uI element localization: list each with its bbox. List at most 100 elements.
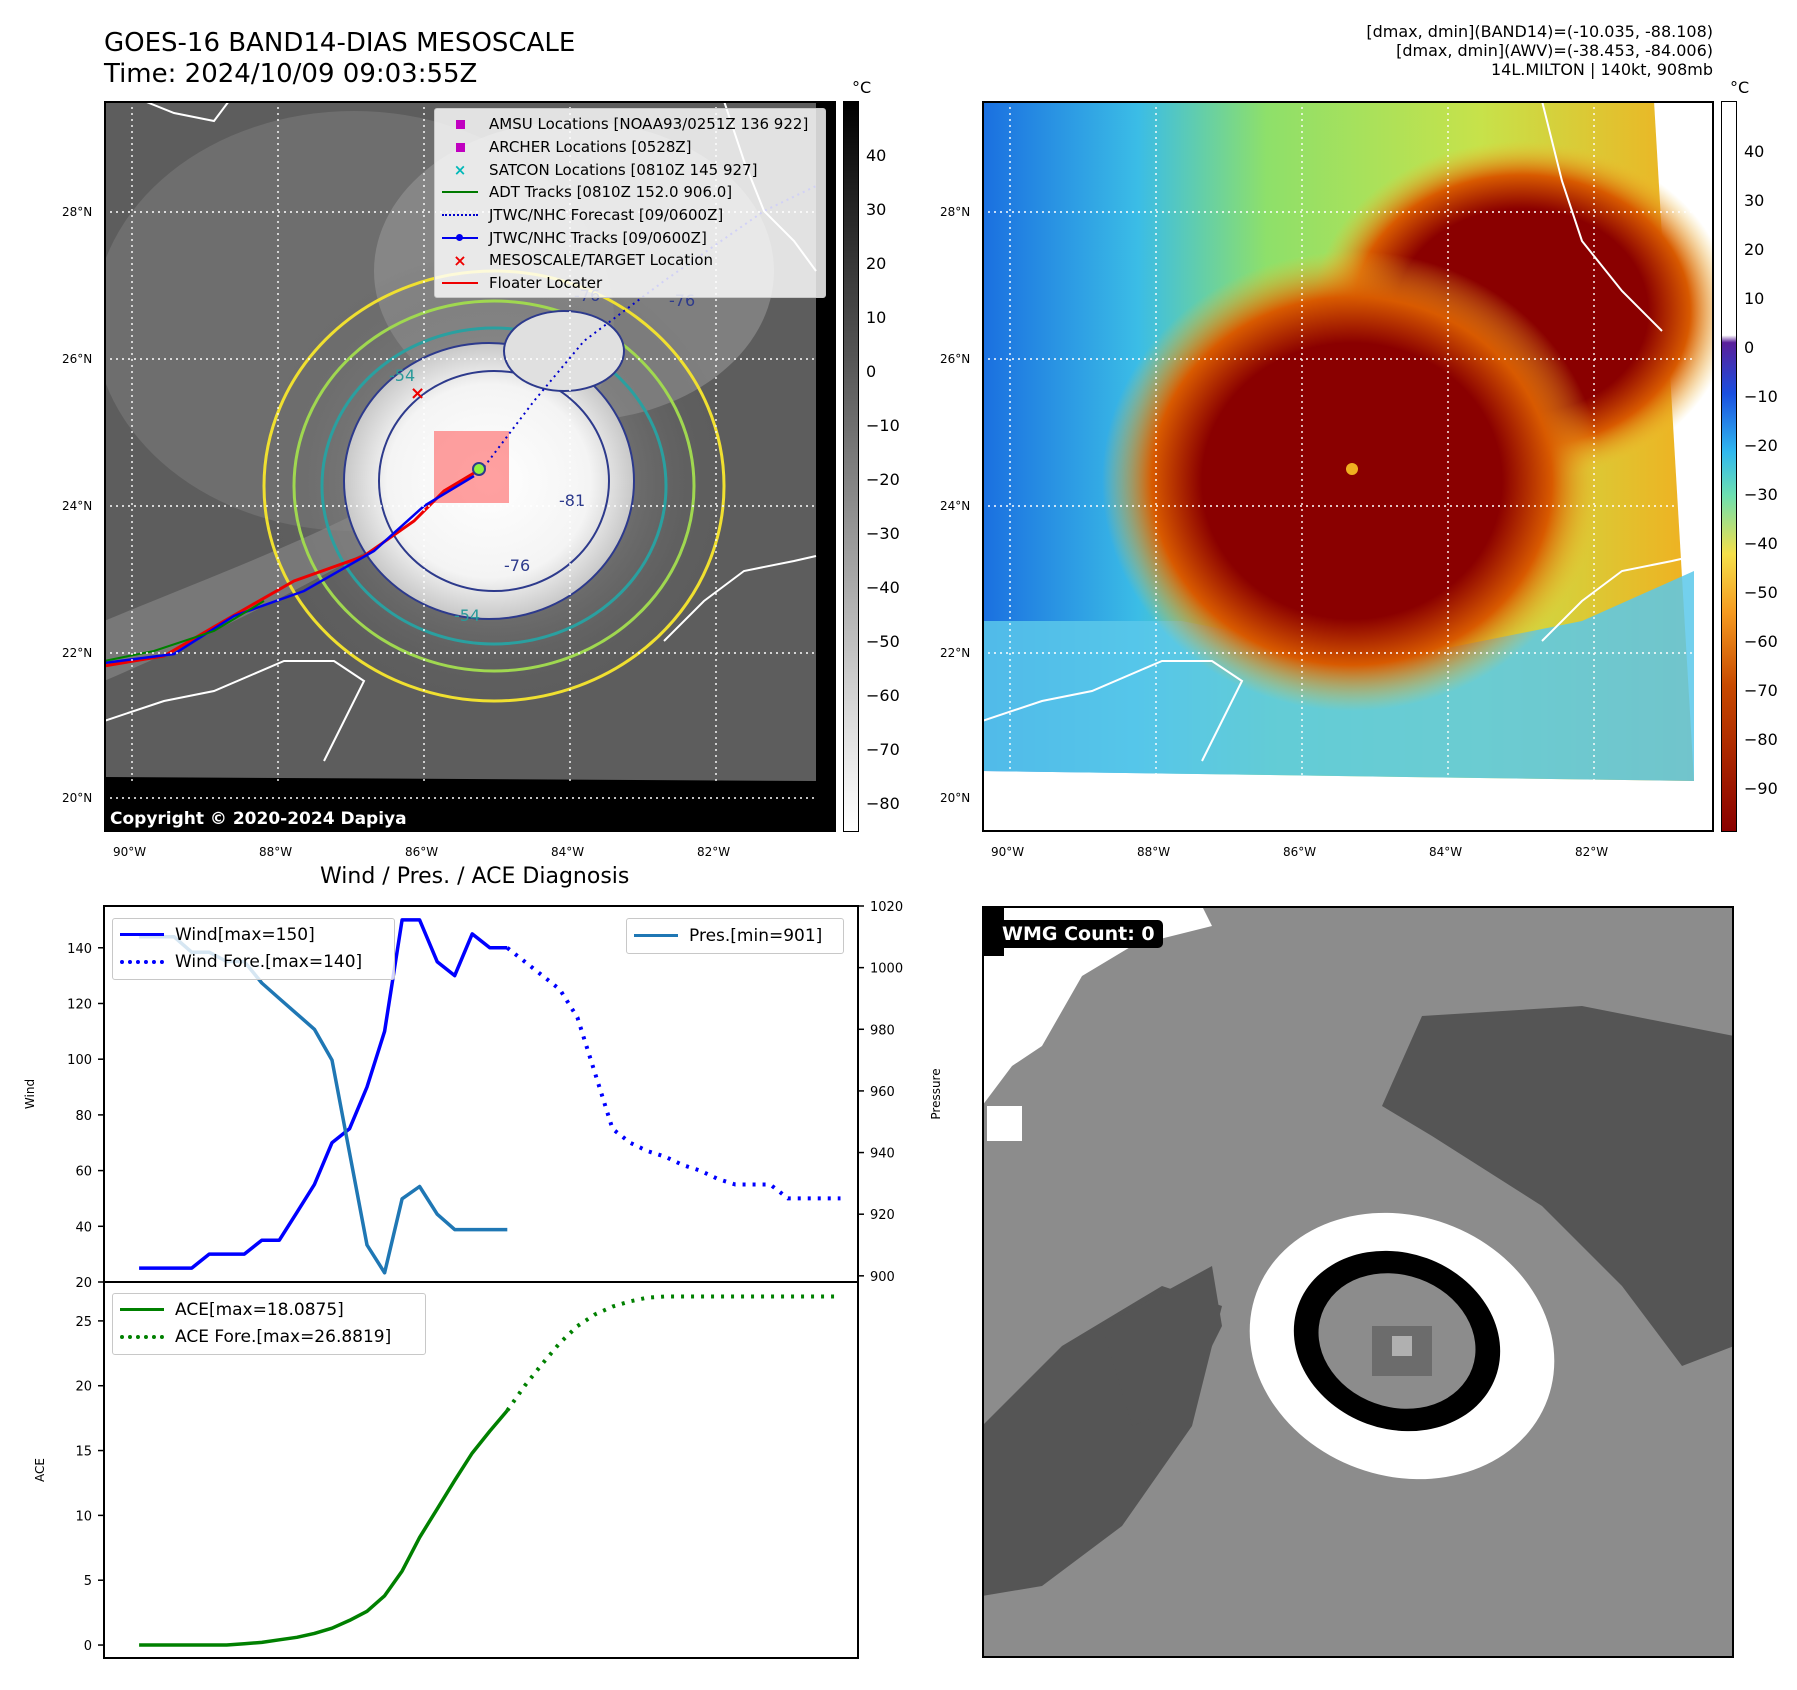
ir-colorbar-tick: −20 [866, 470, 900, 489]
storm-center [472, 462, 486, 476]
pressure-axis-tick: 900 [870, 1270, 895, 1285]
contour-label: -54 [389, 366, 415, 385]
wv-colorbar-unit: °C [1730, 78, 1750, 97]
lon-label: 90°W [991, 845, 1025, 859]
lon-label: 86°W [405, 845, 439, 859]
wmg-eye-pixel [1392, 1336, 1412, 1356]
wv-colorbar-tick: 0 [1744, 338, 1755, 357]
lon-label: 84°W [551, 845, 585, 859]
green-line-icon [442, 191, 478, 194]
wv-coastline-yucatan [982, 660, 1244, 762]
ir-colorbar-tick: 30 [866, 200, 887, 219]
cyan-x-icon: × [453, 160, 467, 179]
wmg-cloud-white [982, 906, 1212, 1106]
legend-item-floater: Floater Locater [441, 272, 819, 295]
wv-gridlines [982, 101, 1694, 781]
wv-colorbar-tick: −90 [1744, 779, 1778, 798]
wv-colorbar-tick: 40 [1744, 142, 1765, 161]
info-line-1: [dmax, dmin](BAND14)=(-10.035, -88.108) [1366, 22, 1713, 41]
wv-colorbar-tick: −50 [1744, 583, 1778, 602]
lat-label: 28°N [62, 205, 93, 219]
diagnosis-chart-title: Wind / Pres. / ACE Diagnosis [320, 864, 630, 889]
ir-colorbar-tick: −60 [866, 686, 900, 705]
magenta-square-icon [455, 119, 465, 129]
ace-series-line [139, 1409, 509, 1647]
target-location-marker: × [410, 383, 425, 404]
coastline-yucatan [104, 660, 366, 762]
wv-colorbar-tick: 30 [1744, 191, 1765, 210]
wv-colorbar-tick: −20 [1744, 436, 1778, 455]
lon-label: 88°W [1137, 845, 1171, 859]
lon-label: 90°W [113, 845, 147, 859]
ir-colorbar-tick: 10 [866, 308, 887, 327]
legend-item-forecast: JTWC/NHC Forecast [09/0600Z] [441, 204, 819, 227]
lat-label: 22°N [62, 646, 93, 660]
lon-label: 82°W [1575, 845, 1609, 859]
ir-colorbar-tick: −30 [866, 524, 900, 543]
lat-label: 26°N [940, 352, 971, 366]
blue-line-icon [120, 933, 164, 936]
wind-forecast-series-line [506, 946, 841, 1201]
lat-label: 28°N [940, 205, 971, 219]
legend-item-wind: Wind[max=150] [119, 921, 388, 948]
lon-label: 84°W [1429, 845, 1463, 859]
copyright-label: Copyright © 2020-2024 Dapiya [106, 807, 411, 831]
green-dotted-line-icon [120, 1334, 164, 1339]
lon-label: 82°W [697, 845, 731, 859]
pressure-axis-tick: 940 [870, 1147, 895, 1162]
ir-colorbar-tick: 40 [866, 146, 887, 165]
wv-colorbar-tick: −40 [1744, 534, 1778, 553]
coastline-cuba [663, 555, 817, 642]
ace-axis-tick: 0 [84, 1639, 92, 1654]
wind-axis-tick: 140 [67, 942, 92, 957]
magenta-square-icon [455, 142, 465, 152]
steelblue-line-icon [634, 934, 678, 937]
ir-colorbar-unit: °C [852, 78, 872, 97]
ir-colorbar-tick: −50 [866, 632, 900, 651]
wind-axis-tick: 100 [67, 1053, 92, 1068]
legend-item-amsu: AMSU Locations [NOAA93/0251Z 136 922] [441, 113, 819, 136]
wind-axis-label: Wind [23, 1079, 37, 1109]
pressure-axis-tick: 980 [870, 1023, 895, 1038]
ir-colorbar-tick: −80 [866, 794, 900, 813]
wmg-count-badge: WMG Count: 0 [994, 920, 1163, 948]
wv-colorbar-tick: −60 [1744, 632, 1778, 651]
pressure-axis-tick: 920 [870, 1208, 895, 1223]
title-line-2: Time: 2024/10/09 09:03:55Z [104, 59, 478, 89]
red-x-icon: × [453, 250, 467, 270]
red-line-icon [442, 282, 478, 285]
wind-axis-tick: 20 [75, 1276, 92, 1291]
lat-label: 20°N [940, 791, 971, 805]
wv-colorbar-tick: 10 [1744, 289, 1765, 308]
legend-item-pressure: Pres.[min=901] [633, 921, 837, 950]
pressure-axis-tick: 1020 [870, 900, 903, 915]
legend-item-ace-forecast: ACE Fore.[max=26.8819] [119, 1323, 419, 1350]
ir-colorbar-tick: −70 [866, 740, 900, 759]
green-line-icon [120, 1308, 164, 1311]
legend-item-satcon: × SATCON Locations [0810Z 145 927] [441, 158, 819, 181]
legend-item-wind-forecast: Wind Fore.[max=140] [119, 948, 388, 975]
blue-dotted-line-icon [442, 214, 478, 217]
wind-axis-tick: 60 [75, 1165, 92, 1180]
wmg-panel-frame [982, 906, 1734, 1658]
diagnosis-chart: 1401201008060402010201000980960940920900… [23, 900, 943, 1659]
wmg-white-block [987, 1106, 1022, 1141]
wv-panel-frame [982, 101, 1714, 832]
ace-axis-tick: 5 [84, 1574, 92, 1589]
wmg-analysis-image [982, 906, 1734, 1658]
storm-info: [dmax, dmin](BAND14)=(-10.035, -88.108) … [1366, 22, 1713, 79]
wv-colorbar-tick: −70 [1744, 681, 1778, 700]
wmg-dark-region-w [1102, 1266, 1222, 1426]
ace-axis-tick: 20 [75, 1380, 92, 1395]
lon-label: 86°W [1283, 845, 1317, 859]
ace-legend: ACE[max=18.0875] ACE Fore.[max=26.8819] [112, 1293, 426, 1355]
ir-colorbar-tick: 0 [866, 362, 877, 381]
ir-colorbar-tick: −40 [866, 578, 900, 597]
legend-item-tracks: JTWC/NHC Tracks [09/0600Z] [441, 226, 819, 249]
wind-axis-tick: 40 [75, 1220, 92, 1235]
wv-colorbar-tick: −10 [1744, 387, 1778, 406]
wind-axis-tick: 120 [67, 997, 92, 1012]
contour-label: -76 [504, 556, 530, 575]
legend-item-archer: ARCHER Locations [0528Z] [441, 136, 819, 159]
wind-series-line [139, 918, 508, 1270]
